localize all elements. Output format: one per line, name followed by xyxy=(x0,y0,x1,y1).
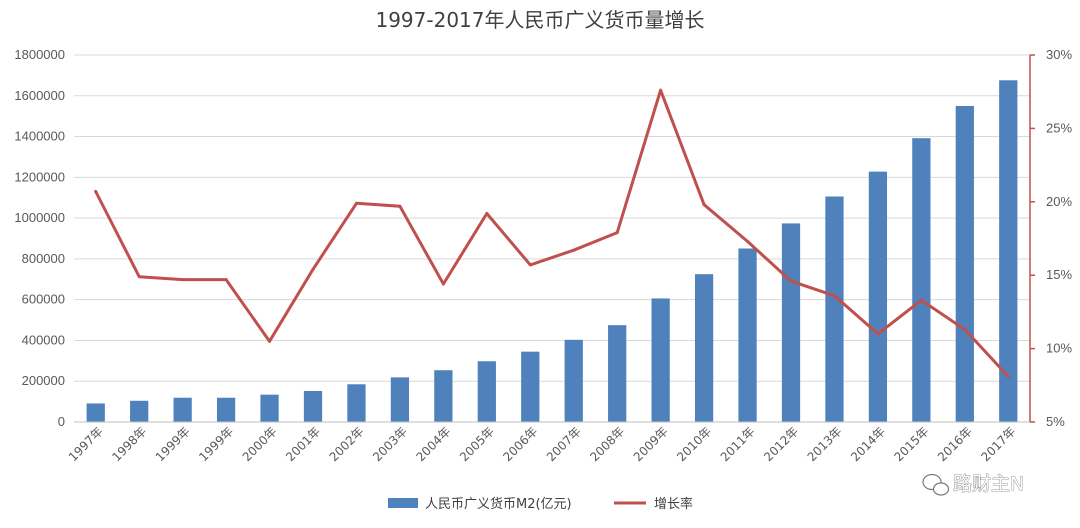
growth-point-4 xyxy=(224,278,228,282)
bar-2 xyxy=(130,400,149,422)
left-tick-label: 0 xyxy=(58,414,65,429)
growth-point-7 xyxy=(354,201,358,205)
left-tick-label: 1200000 xyxy=(14,169,65,184)
left-tick-label: 400000 xyxy=(22,332,65,347)
growth-point-21 xyxy=(963,328,967,332)
left-tick-label: 200000 xyxy=(22,373,65,388)
x-tick-label: 2004年 xyxy=(414,424,454,464)
bar-series xyxy=(86,80,1018,423)
right-tick-label: 25% xyxy=(1046,120,1072,135)
growth-point-1 xyxy=(94,190,98,194)
bar-16 xyxy=(738,248,757,422)
right-tick-label: 5% xyxy=(1046,414,1065,429)
x-tick-label: 2015年 xyxy=(892,424,932,464)
x-tick-label: 2008年 xyxy=(587,424,627,464)
chart-title: 1997-2017年人民币广义货币量增长 xyxy=(375,8,704,32)
growth-point-14 xyxy=(659,88,663,92)
bar-10 xyxy=(477,361,496,422)
bar-11 xyxy=(521,351,540,422)
bar-7 xyxy=(347,384,366,422)
growth-point-17 xyxy=(789,279,793,283)
x-tick-label: 2009年 xyxy=(631,424,671,464)
growth-point-11 xyxy=(528,263,532,267)
bar-17 xyxy=(781,223,801,422)
x-tick-label: 1997年 xyxy=(66,424,106,464)
x-tick-label: 2013年 xyxy=(805,424,845,464)
growth-point-18 xyxy=(832,294,836,298)
bar-13 xyxy=(608,325,627,422)
bar-1 xyxy=(86,403,105,422)
bar-6 xyxy=(303,391,323,422)
x-tick-label: 2016年 xyxy=(935,424,975,464)
growth-point-15 xyxy=(702,203,706,207)
bar-18 xyxy=(825,196,844,422)
legend-bar-label: 人民币广义货币M2(亿元) xyxy=(425,496,572,512)
bar-21 xyxy=(955,105,974,422)
x-tick-label: 2007年 xyxy=(544,424,584,464)
x-tick-label: 2006年 xyxy=(500,424,540,464)
bar-14 xyxy=(651,298,670,422)
x-tick-label: 2001年 xyxy=(283,424,323,464)
bar-4 xyxy=(216,397,236,422)
x-tick-label: 1999年 xyxy=(196,424,236,464)
x-tick-label: 2017年 xyxy=(978,424,1018,464)
right-tick-label: 30% xyxy=(1046,47,1072,62)
growth-point-13 xyxy=(615,231,619,235)
growth-point-12 xyxy=(572,248,576,252)
legend-line-label: 增长率 xyxy=(654,496,693,512)
x-axis: 1997年 1998年 1999年 1999年 2000年 2001年 2002年 2003年… xyxy=(66,421,1030,464)
bar-9 xyxy=(434,370,453,422)
growth-point-16 xyxy=(746,239,750,243)
left-tick-label: 1400000 xyxy=(14,129,65,144)
gridlines xyxy=(74,54,1030,382)
x-tick-label: 1998年 xyxy=(109,424,149,464)
x-tick-label: 2003年 xyxy=(370,424,410,464)
right-axis: 5% 10% 15% 20% 25% 30% xyxy=(1029,47,1072,429)
bar-22 xyxy=(999,80,1018,422)
growth-rate-line xyxy=(94,88,1010,378)
watermark-text: 路财主N xyxy=(953,473,1024,495)
growth-point-9 xyxy=(441,282,445,286)
legend-bar-swatch xyxy=(388,498,418,508)
bar-19 xyxy=(868,171,888,422)
bar-8 xyxy=(390,377,410,422)
line-series xyxy=(94,88,1010,378)
growth-point-2 xyxy=(137,275,141,279)
growth-point-20 xyxy=(919,298,923,302)
bar-15 xyxy=(694,274,714,422)
left-axis-ticks: 0 200000 400000 600000 800000 1000000 1200000 1… xyxy=(14,47,65,429)
legend: 人民币广义货币M2(亿元) 增长率 xyxy=(388,496,693,512)
left-tick-label: 1800000 xyxy=(14,47,65,62)
x-tick-label: 2014年 xyxy=(848,424,888,464)
right-tick-label: 15% xyxy=(1046,267,1072,282)
bar-20 xyxy=(912,138,931,423)
growth-point-3 xyxy=(181,278,185,282)
wechat-icon xyxy=(922,473,950,496)
bar-12 xyxy=(564,339,583,422)
growth-point-5 xyxy=(268,339,272,343)
bar-3 xyxy=(173,397,192,422)
growth-point-19 xyxy=(876,332,880,336)
x-tick-label: 2002年 xyxy=(327,424,367,464)
growth-point-10 xyxy=(485,212,489,216)
left-tick-label: 1000000 xyxy=(14,210,65,225)
left-tick-label: 1600000 xyxy=(14,88,65,103)
left-tick-label: 600000 xyxy=(22,292,65,307)
x-tick-label: 1999年 xyxy=(153,424,193,464)
bar-5 xyxy=(260,394,279,422)
x-tick-label: 2011年 xyxy=(718,424,758,464)
growth-point-6 xyxy=(311,267,315,271)
right-tick-label: 20% xyxy=(1046,194,1072,209)
growth-point-22 xyxy=(1006,374,1010,378)
growth-point-8 xyxy=(398,204,402,208)
x-tick-label: 2012年 xyxy=(761,424,801,464)
left-tick-label: 800000 xyxy=(22,251,65,266)
x-tick-label: 2000年 xyxy=(240,424,280,464)
right-tick-label: 10% xyxy=(1046,341,1072,356)
x-tick-label: 2010年 xyxy=(674,424,714,464)
watermark: 路财主N xyxy=(922,473,1025,496)
x-tick-label: 2005年 xyxy=(457,424,497,464)
